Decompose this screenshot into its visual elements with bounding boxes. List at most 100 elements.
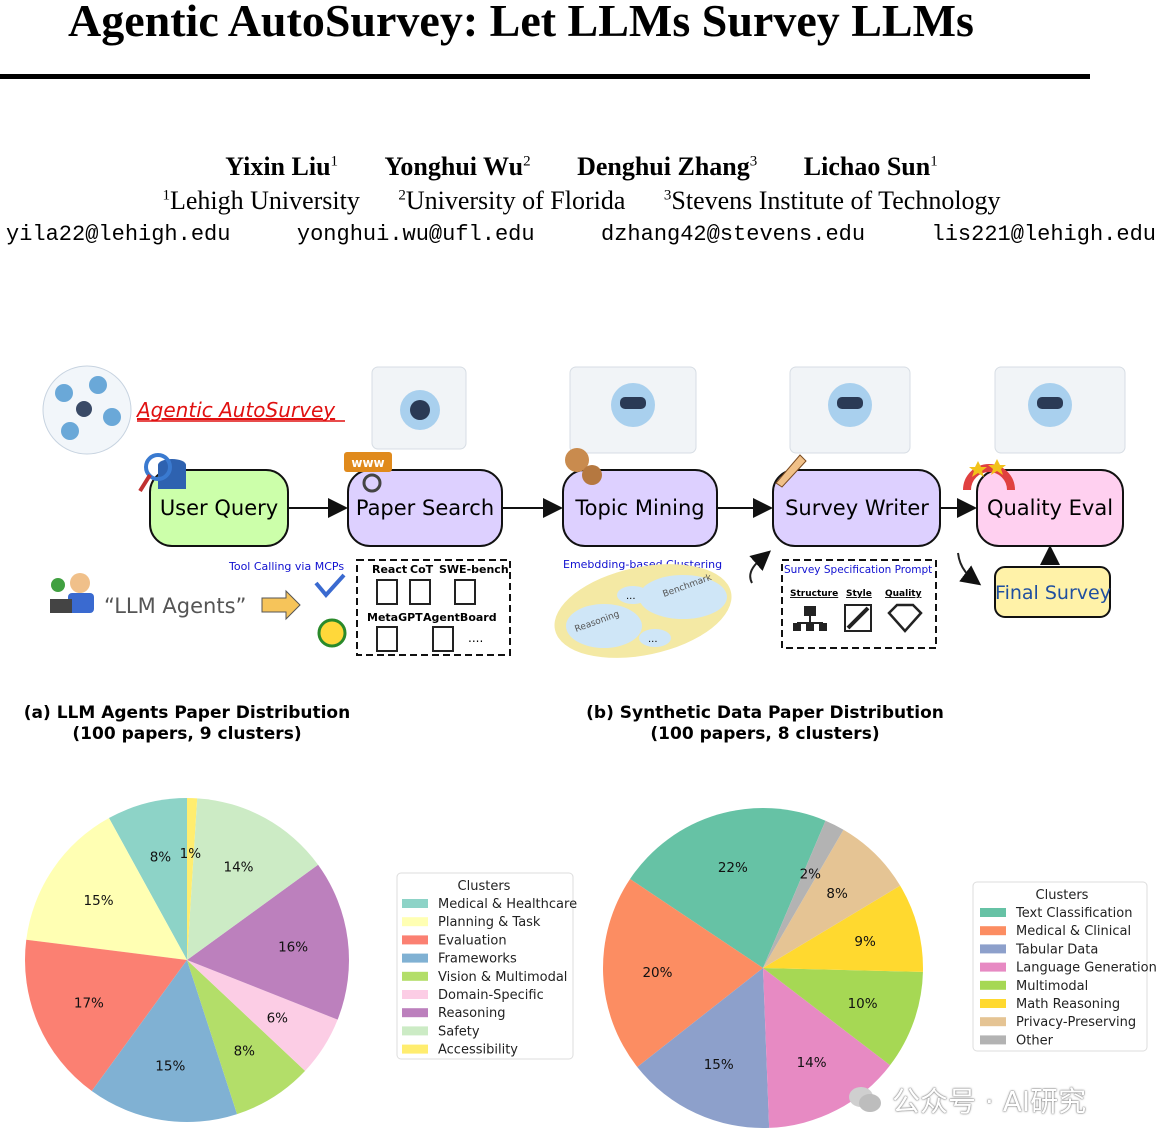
author: Yonghui Wu2: [384, 152, 531, 181]
email-link[interactable]: lis221@lehigh.edu: [931, 222, 1156, 247]
cluster-bubble: [639, 575, 727, 619]
www-icon: www: [344, 452, 392, 493]
slice-percent-label: 8%: [150, 849, 172, 865]
mining-robot-icon: [569, 366, 697, 454]
spec-box: [781, 559, 937, 649]
pie-slice: [763, 820, 844, 968]
style-brush-icon: [844, 604, 872, 632]
pie-slice: [603, 878, 763, 1067]
legend-swatch: [402, 990, 428, 999]
affiliation-list: 1Lehigh University 2University of Florid…: [0, 186, 1163, 216]
affiliation: 2University of Florida: [398, 186, 626, 215]
legend-swatch: [402, 953, 428, 963]
quality-gem-icon: [887, 603, 923, 633]
paper-title: Agentic AutoSurvey: Let LLMs Survey LLMs: [68, 0, 974, 46]
tool-check-icon: [314, 573, 346, 599]
cluster-bubble: [566, 604, 642, 648]
title-rule: [0, 74, 1090, 79]
email-link[interactable]: yonghui.wu@ufl.edu: [296, 222, 535, 247]
legend-label: Medical & Healthcare: [438, 897, 577, 912]
legend-swatch: [980, 980, 1006, 990]
legend-swatch: [402, 971, 428, 981]
slice-percent-label: 16%: [278, 940, 308, 956]
legend-label: Domain-Specific: [438, 988, 544, 1003]
cluster-bubble: [639, 629, 671, 647]
pie-slice: [187, 798, 198, 960]
pie-slice: [637, 968, 770, 1128]
pie-slice: [26, 818, 187, 960]
legend-swatch: [402, 1008, 428, 1018]
legend-b: Clusters Text Classification Medical & Cl…: [972, 881, 1157, 1052]
structure-icon: [793, 606, 827, 631]
stage-label: User Query: [160, 496, 278, 520]
slice-percent-label: 15%: [155, 1059, 185, 1075]
curved-arrow: [957, 552, 982, 586]
legend-a: Clusters Medical & Healthcare Planning & …: [396, 872, 577, 1060]
legend-swatch: [980, 962, 1006, 972]
pie-slice: [763, 829, 901, 968]
pie-slice: [187, 864, 349, 1020]
affiliation: 3Stevens Institute of Technology: [663, 186, 1001, 215]
slice-percent-label: 8%: [234, 1043, 256, 1059]
legend-swatch: [402, 1026, 428, 1036]
slice-percent-label: 15%: [84, 893, 114, 909]
stage-paper-search: [347, 469, 503, 547]
tool-label: MetaGPT: [367, 611, 423, 624]
legend-label: Evaluation: [438, 933, 507, 948]
author: Lichao Sun1: [803, 152, 938, 181]
slice-percent-label: 8%: [826, 886, 848, 902]
legend-label: Language Generation: [1016, 961, 1157, 976]
chart-a-title: (a) LLM Agents Paper Distribution: [24, 703, 350, 723]
legend-label: Text Classification: [1015, 906, 1132, 921]
pipeline-figure: Agentic AutoSurvey User Query Paper Sear…: [42, 365, 1126, 658]
stage-label: Quality Eval: [987, 496, 1113, 520]
legend-label: Multimodal: [1016, 979, 1088, 994]
legend-swatch: [402, 899, 428, 908]
pie-slice: [24, 939, 187, 1092]
pie-chart-a: 8% 15% 17% 15% 8% 6% 16% 14% 1%: [24, 798, 349, 1122]
svg-text:www: www: [351, 456, 384, 470]
watermark-text: 公众号 · AI研究: [892, 1085, 1087, 1118]
system-name-label: Agentic AutoSurvey: [135, 398, 336, 422]
pie-slice: [187, 960, 306, 1115]
legend-label: Tabular Data: [1015, 942, 1098, 957]
tool-label: ....: [468, 631, 483, 645]
cluster-bubble: [617, 586, 649, 604]
email-list: yila22@lehigh.edu yonghui.wu@ufl.edu dzh…: [6, 222, 1156, 247]
legend-label: Safety: [438, 1024, 480, 1039]
slice-percent-label: 10%: [848, 996, 878, 1012]
legend-label: Reasoning: [438, 1006, 505, 1021]
stage-topic-mining: [562, 469, 718, 547]
slice-percent-label: 14%: [797, 1055, 827, 1071]
pie-slice: [91, 960, 238, 1122]
pie-slice: [630, 808, 826, 968]
chart-b-subtitle: (100 papers, 8 clusters): [650, 724, 879, 744]
legend-swatch: [402, 935, 428, 945]
chart-b-title: (b) Synthetic Data Paper Distribution: [586, 703, 944, 723]
email-link[interactable]: yila22@lehigh.edu: [6, 222, 231, 247]
legend-swatch: [980, 908, 1006, 917]
slice-percent-label: 9%: [854, 934, 876, 950]
stage-label: Paper Search: [356, 496, 494, 520]
watermark: 公众号 · AI研究: [848, 1080, 1086, 1120]
eval-robot-icon: [994, 366, 1126, 454]
legend-swatch: [980, 999, 1006, 1008]
pie-slice: [108, 798, 187, 960]
user-query-text: “LLM Agents”: [104, 594, 246, 618]
slice-percent-label: 22%: [718, 860, 748, 876]
curved-arrow: [749, 550, 772, 584]
robot-team-icon: [42, 365, 132, 455]
final-survey-box: [994, 566, 1111, 618]
legend-label: Math Reasoning: [1016, 997, 1120, 1012]
wechat-icon: [849, 1087, 881, 1112]
tool-label: SWE-bench: [439, 563, 509, 576]
tool-calling-label: Tool Calling via MCPs: [228, 560, 344, 573]
tool-label: CoT: [410, 563, 434, 576]
email-link[interactable]: dzhang42@stevens.edu: [601, 222, 866, 247]
spec-prompt-label: Survey Specification Prompt: [784, 564, 932, 576]
legend-swatch: [980, 1035, 1006, 1045]
spec-item-label: Style: [846, 589, 872, 599]
legend-label: Accessibility: [438, 1043, 518, 1058]
chart-a-subtitle: (100 papers, 9 clusters): [72, 724, 301, 744]
slice-percent-label: 2%: [800, 867, 822, 883]
